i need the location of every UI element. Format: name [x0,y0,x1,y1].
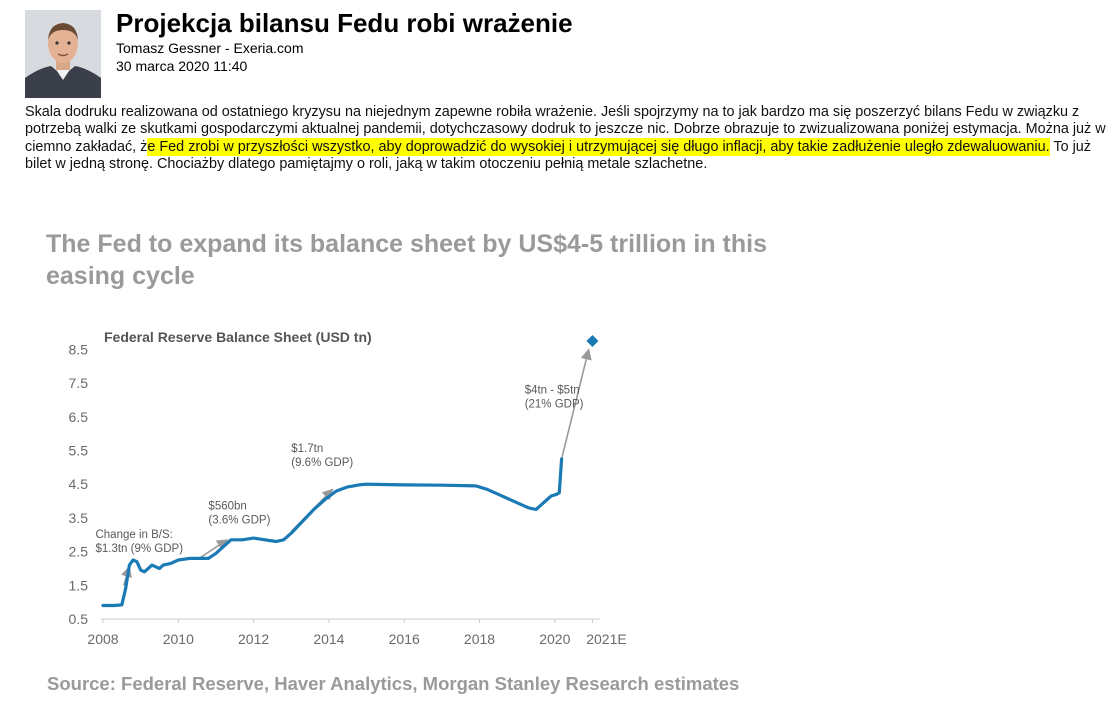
x-tick-label: 2008 [87,631,118,647]
x-tick-label: 2018 [464,631,495,647]
chart-subtitle: Federal Reserve Balance Sheet (USD tn) [104,329,372,345]
annotation-label: Change in B/S: [95,529,172,541]
annotation-label: $1.3tn (9% GDP) [95,543,183,555]
annotation-arrow [560,348,592,460]
annotation-label: (9.6% GDP) [291,457,353,469]
x-tick-label: 2014 [313,631,344,647]
highlighted-text: e Fed zrobi w przyszłości wszystko, aby … [147,137,1050,156]
y-tick-label: 0.5 [69,611,89,627]
x-tick-label: 2021E [586,631,626,647]
author-photo-icon [25,10,101,98]
x-tick-label: 2016 [389,631,420,647]
chart-source: Source: Federal Reserve, Haver Analytics… [47,673,740,694]
article-date: 30 marca 2020 11:40 [116,58,248,74]
annotation-label: $560bn [208,501,246,513]
balance-sheet-series-line [101,457,564,608]
projection-point-2021e [586,335,599,348]
article-author: Tomasz Gessner - Exeria.com [116,40,304,56]
y-tick-label: 1.5 [69,577,89,593]
x-tick-label: 2020 [539,631,570,647]
article-body: Skala dodruku realizowana od ostatniego … [25,104,1111,173]
balance-sheet-chart: Federal Reserve Balance Sheet (USD tn) 0… [69,329,627,647]
annotation-label: (21% GDP) [525,398,584,410]
x-tick-label: 2012 [238,631,269,647]
article-text-end: To już bilet w jedną stronę. Chociażby d… [25,138,1091,172]
y-tick-label: 5.5 [69,443,89,459]
y-tick-label: 4.5 [69,476,89,492]
y-tick-label: 8.5 [69,341,89,357]
article-text: Skala dodruku realizowana od ostatniego … [25,104,1106,155]
annotation-arrow [198,539,229,560]
article-title: Projekcja bilansu Fedu robi wrażenie [116,8,573,38]
y-tick-label: 6.5 [69,409,89,425]
x-tick-label: 2010 [163,631,194,647]
annotation-label: (3.6% GDP) [208,515,270,527]
annotation-label: $4tn - $5tn [525,384,580,396]
chart-title: The Fed to expand its balance sheet by U… [46,230,767,290]
y-tick-label: 3.5 [69,510,89,526]
article-header: Projekcja bilansu Fedu robi wrażenie Tom… [25,8,1105,100]
y-tick-label: 7.5 [69,375,89,391]
annotation-label: $1.7tn [291,443,323,455]
y-tick-label: 2.5 [69,544,89,560]
